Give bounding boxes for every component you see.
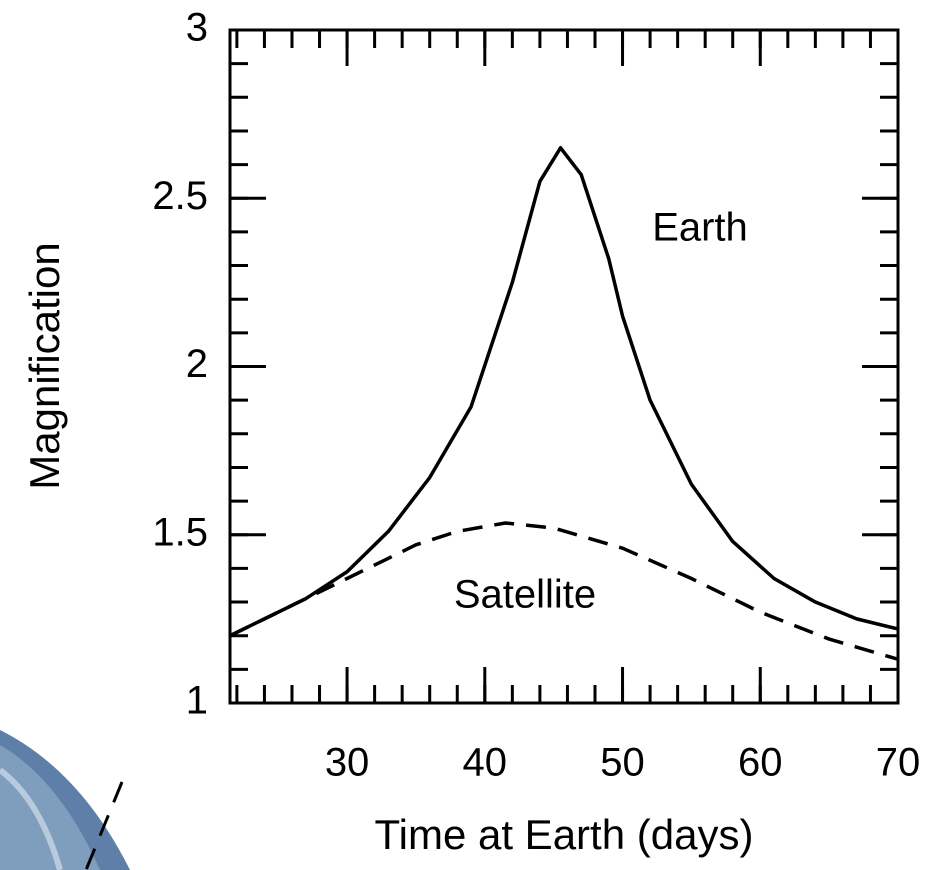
x-tick-label: 40 <box>463 741 508 785</box>
y-tick-label: 2 <box>186 342 208 386</box>
x-axis-label: Time at Earth (days) <box>375 811 754 858</box>
x-tick-label: 70 <box>876 741 921 785</box>
y-axis-label: Magnification <box>21 242 68 489</box>
y-tick-label: 1.5 <box>152 510 208 554</box>
y-tick-label: 2.5 <box>152 174 208 218</box>
globe-decoration <box>0 730 130 870</box>
x-tick-label: 50 <box>600 741 645 785</box>
y-tick-label: 3 <box>186 6 208 50</box>
series-line <box>229 146 899 638</box>
series-label: Satellite <box>454 573 596 617</box>
series-line <box>229 521 899 661</box>
x-tick-label: 30 <box>325 741 370 785</box>
y-tick-label: 1 <box>186 679 208 723</box>
series-label: Earth <box>652 206 748 250</box>
x-tick-label: 60 <box>738 741 783 785</box>
